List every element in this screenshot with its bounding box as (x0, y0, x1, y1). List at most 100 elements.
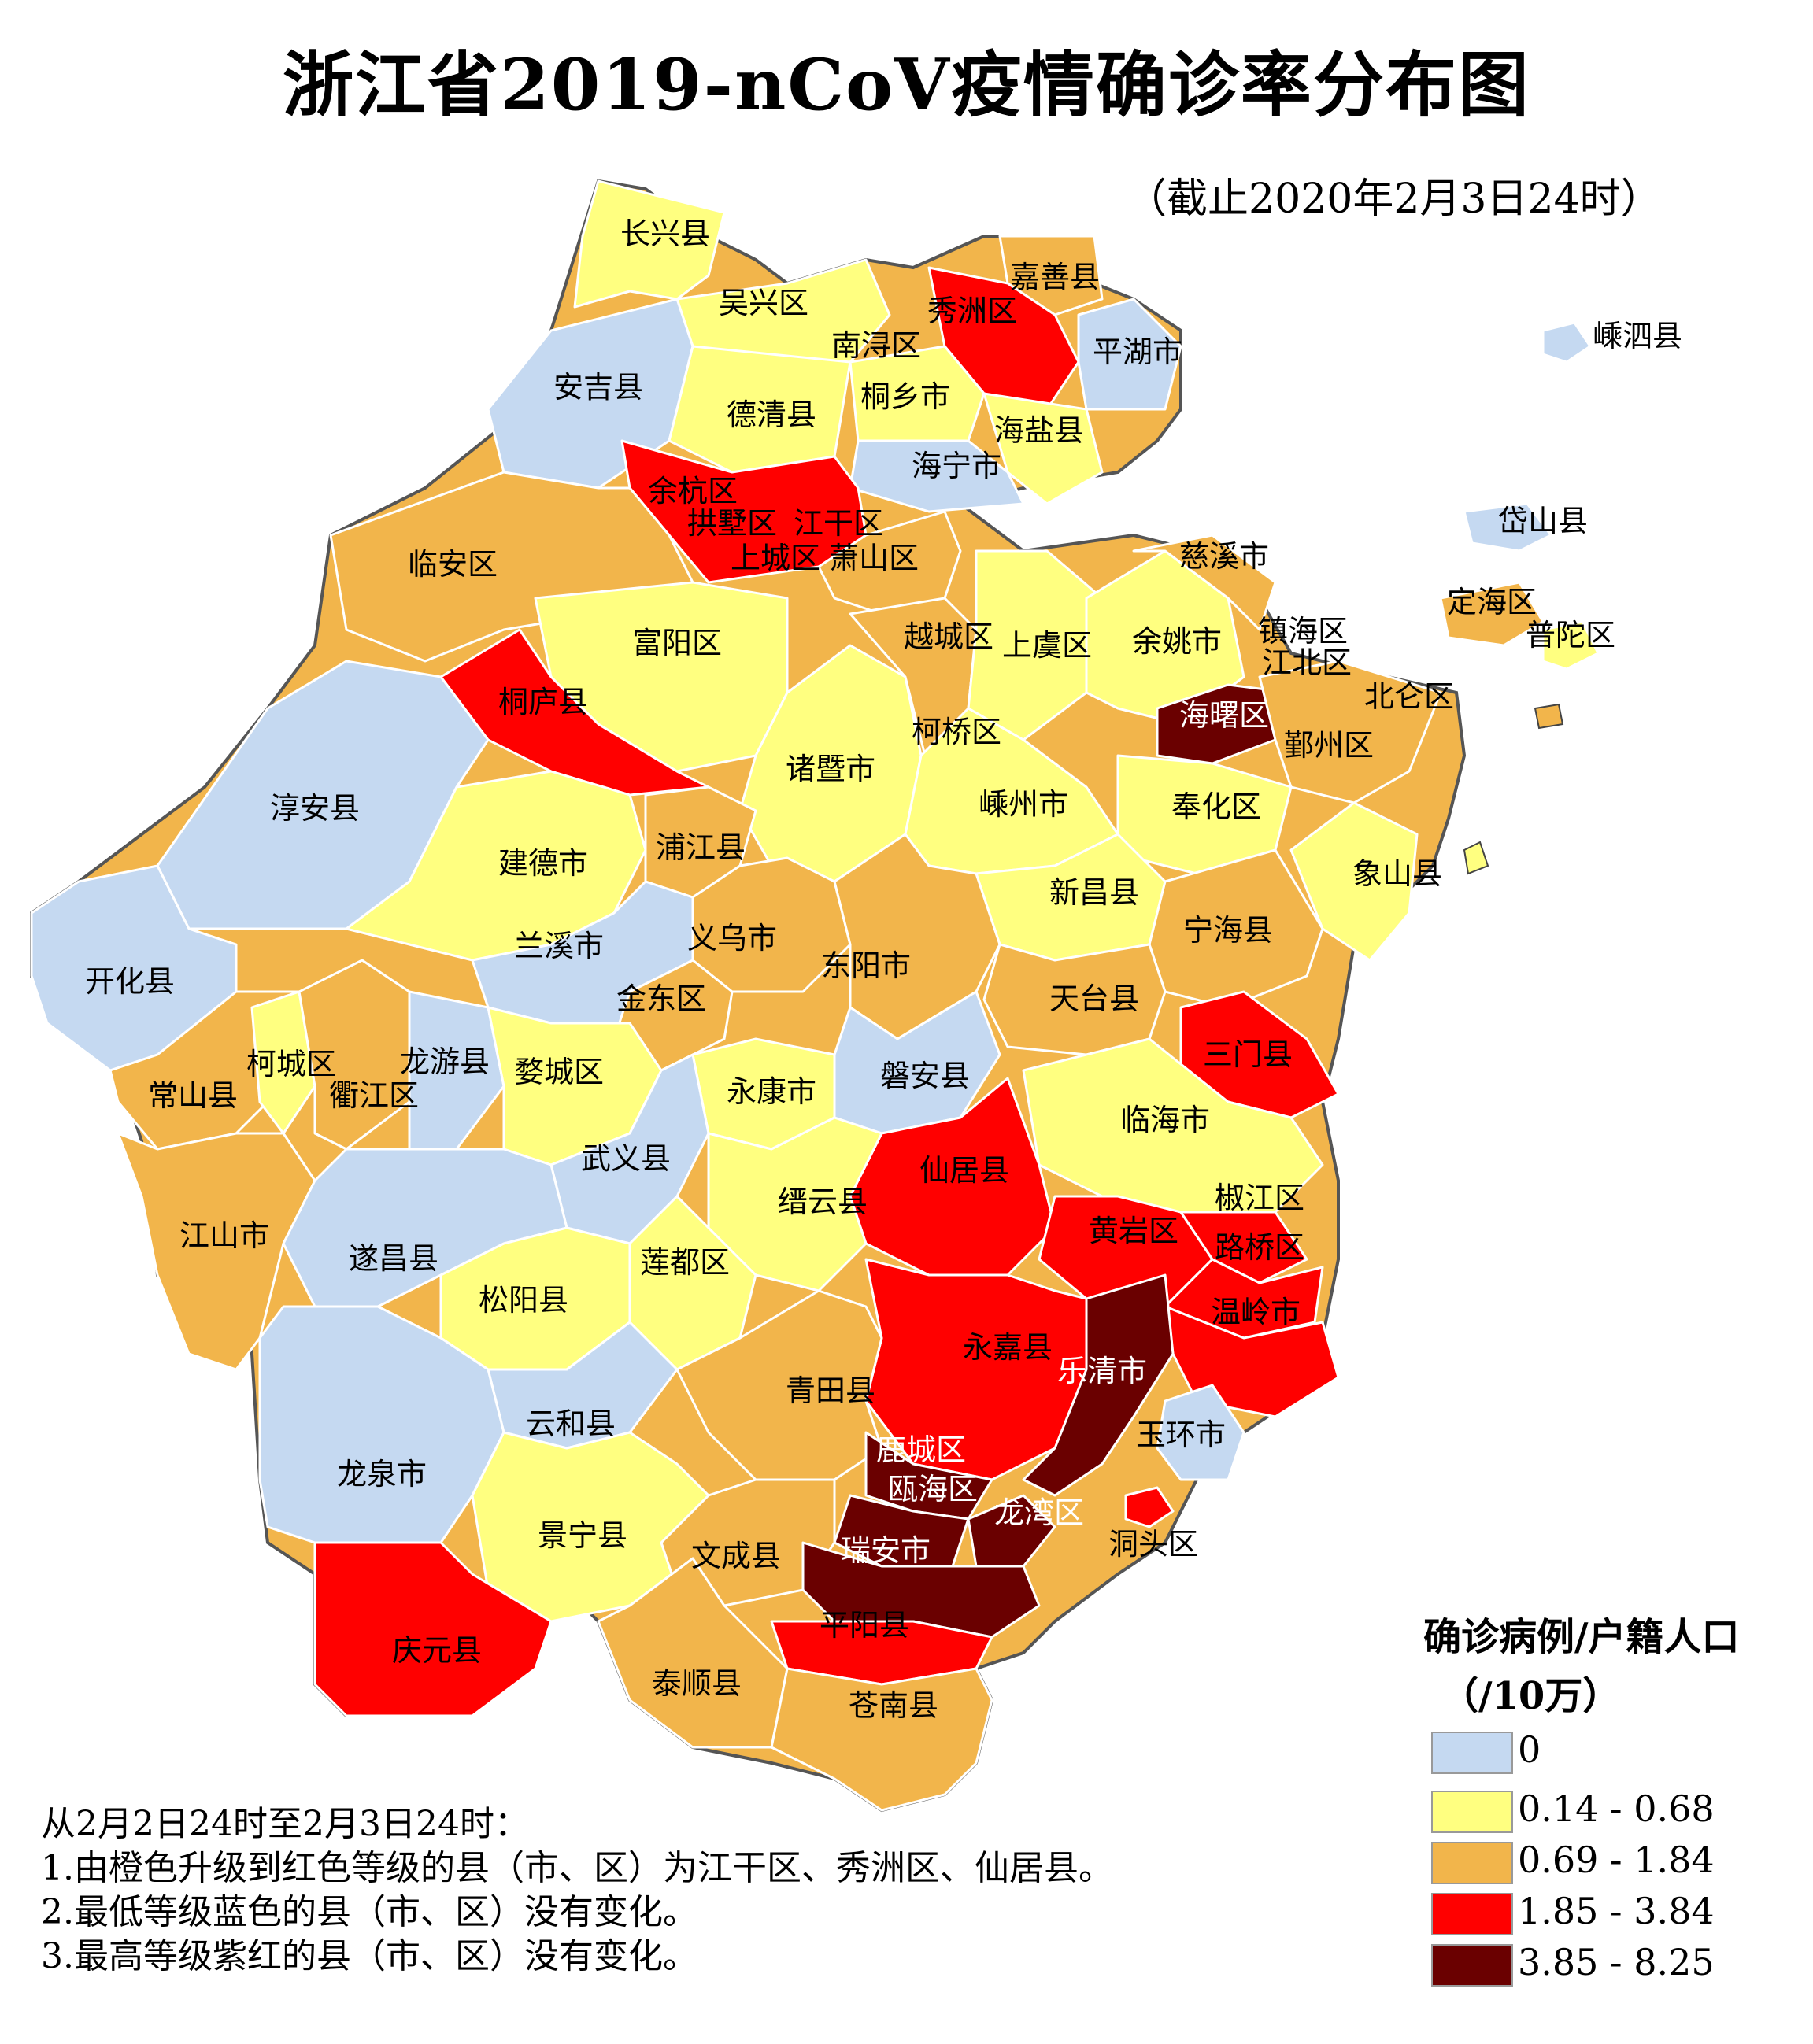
legend-label-2: 0.69 - 1.84 (1518, 1839, 1715, 1881)
region-kecheng (250, 990, 316, 1135)
district-label: 普陀区 (1526, 618, 1615, 652)
district-label: 宁海县 (1183, 913, 1273, 948)
legend-label-0: 0 (1518, 1728, 1541, 1771)
district-label: 嘉善县 (1010, 260, 1100, 294)
district-label: 龙游县 (400, 1044, 490, 1079)
district-label: 庆元县 (392, 1633, 482, 1668)
district-label: 吴兴区 (719, 286, 808, 320)
district-label: 平阳县 (820, 1608, 909, 1643)
district-label: 苍南县 (849, 1688, 938, 1723)
region-shengsi (1541, 321, 1592, 364)
district-label: 婺城区 (514, 1055, 604, 1089)
region-tongxiang (849, 345, 986, 442)
note-line-0: 从2月2日24时至2月3日24时： (41, 1804, 529, 1844)
legend-unit: （/10万） (1441, 1674, 1621, 1718)
district-label: 秀洲区 (927, 294, 1017, 328)
legend-swatch-3 (1431, 1893, 1513, 1935)
district-label: 余杭区 (648, 474, 738, 508)
region-rui-an (801, 1541, 1041, 1639)
legend-swatch-1 (1431, 1791, 1513, 1833)
district-label: 洞头区 (1108, 1527, 1198, 1562)
district-label: 象山县 (1352, 856, 1442, 891)
district-label: 仙居县 (919, 1153, 1009, 1188)
map-subtitle: （截止2020年2月3日24时） (1126, 176, 1662, 223)
region-qingyuan (313, 1541, 553, 1717)
region-longwan (967, 1494, 1056, 1568)
district-label: 余姚市 (1132, 624, 1222, 659)
district-label: 拱墅区 (687, 506, 777, 541)
region-putuo (1541, 620, 1600, 671)
district-label: 黄岩区 (1089, 1214, 1178, 1248)
district-label: 云和县 (526, 1406, 616, 1441)
region-tonglu (439, 628, 710, 797)
region-qingtian (675, 1289, 883, 1481)
district-label: 三门县 (1203, 1037, 1293, 1072)
district-label: 桐乡市 (860, 379, 950, 414)
district-label: 海曙区 (1179, 698, 1269, 733)
legend-swatch-2 (1431, 1842, 1513, 1884)
district-label: 天台县 (1049, 981, 1139, 1016)
region-cixi (1132, 534, 1277, 631)
region-jiaojiang (1179, 1211, 1308, 1284)
region-shangyu (967, 549, 1104, 741)
district-label: 新昌县 (1049, 875, 1139, 910)
region-yuhuan (1156, 1384, 1245, 1481)
district-label: 椒江区 (1215, 1181, 1304, 1215)
district-label: 路桥区 (1215, 1230, 1304, 1265)
region-dinghai (1439, 581, 1545, 647)
region-yueqing (1022, 1273, 1175, 1497)
district-label: 安吉县 (553, 370, 643, 405)
district-label: 嵊泗县 (1593, 319, 1682, 353)
district-label: 德清县 (727, 397, 816, 432)
region-linhai (1022, 1037, 1324, 1214)
region-jiangshan (117, 1132, 316, 1371)
region-haiyan (982, 392, 1104, 505)
district-label: 金东区 (616, 981, 706, 1016)
district-label: 柯桥区 (912, 715, 1001, 749)
zhoushan-islands (1124, 321, 1600, 1528)
district-label: 莲都区 (640, 1245, 730, 1280)
district-label: 诸暨市 (786, 752, 875, 786)
region-daishan (1463, 502, 1552, 553)
district-label: 慈溪市 (1179, 539, 1269, 574)
district-label: 越城区 (904, 619, 993, 654)
district-label: 平湖市 (1093, 335, 1182, 369)
district-label: 嵊州市 (979, 787, 1068, 822)
district-label: 柯城区 (246, 1047, 336, 1081)
district-label: 玉环市 (1136, 1417, 1226, 1452)
district-label: 奉化区 (1171, 789, 1261, 824)
district-label: 开化县 (85, 964, 175, 999)
district-label: 瑞安市 (841, 1533, 931, 1568)
district-label: 南浔区 (831, 328, 921, 363)
district-label: 海宁市 (912, 449, 1001, 483)
district-label: 江干区 (794, 506, 883, 541)
district-label: 常山县 (148, 1078, 238, 1113)
district-label: 浦江县 (656, 830, 746, 865)
district-label: 淳安县 (270, 791, 360, 826)
district-label: 海盐县 (994, 413, 1084, 448)
region-dongyang (833, 833, 1001, 1040)
district-label: 桐庐县 (498, 685, 588, 719)
district-label: 富阳区 (632, 626, 722, 660)
district-label: 岱山县 (1498, 504, 1588, 538)
district-label: 青田县 (786, 1373, 875, 1408)
region-changxing (573, 179, 726, 309)
district-label: 景宁县 (538, 1518, 627, 1553)
region-xiaoshan (817, 510, 962, 615)
district-label: 东阳市 (821, 948, 911, 983)
district-label: 北仑区 (1364, 679, 1454, 714)
district-label: 瓯海区 (888, 1472, 978, 1506)
district-label: 松阳县 (479, 1283, 568, 1318)
district-label: 江北区 (1262, 645, 1352, 680)
region-yinzhou (1258, 660, 1442, 804)
district-label: 泰顺县 (652, 1666, 742, 1701)
district-label: 磐安县 (880, 1059, 970, 1093)
district-label: 江山市 (179, 1218, 269, 1253)
legend-title: 确诊病例/户籍人口 (1423, 1615, 1740, 1659)
district-label: 上虞区 (1002, 628, 1092, 663)
district-label: 兰溪市 (514, 929, 604, 963)
district-label: 鄞州区 (1284, 728, 1374, 763)
district-label: 临安区 (408, 547, 498, 582)
